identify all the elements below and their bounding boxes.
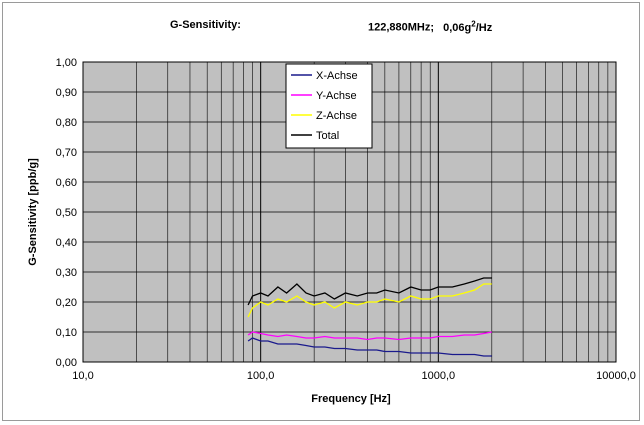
tick-labels: 0,00 0,10 0,20 0,30 0,40 0,50 0,60 0,70 0,80 0,90… (56, 57, 636, 382)
legend-label: Z-Achse (316, 110, 357, 122)
y-tick-label: 0,10 (56, 327, 77, 339)
y-axis-label: G-Sensitivity [ppb/g] (27, 158, 39, 266)
y-tick-label: 0,30 (56, 267, 77, 279)
y-tick-label: 0,20 (56, 297, 77, 309)
series-line-x-achse (247, 337, 492, 357)
x-tick-label: 1000,0 (422, 370, 456, 382)
y-tick-label: 0,50 (56, 207, 77, 219)
x-tick-label: 10,0 (72, 370, 93, 382)
y-tick-label: 0,90 (56, 87, 77, 99)
x-tick-label: 10000,0 (596, 370, 636, 382)
y-tick-label: 0,00 (56, 357, 77, 369)
x-tick-label: 100,0 (247, 370, 275, 382)
series-line-total (247, 277, 492, 306)
chart-title-label: G-Sensitivity: (170, 19, 241, 31)
title-frequency-text: 122,880MHz; (368, 21, 435, 34)
legend: X-Achse Y-Achse Z-Achse Total (285, 63, 373, 149)
chart-title-frequency: 122,880MHz; 0,06g2/Hz (368, 19, 492, 34)
legend-label: Total (316, 130, 339, 142)
y-tick-label: 1,00 (56, 57, 77, 69)
y-tick-label: 0,60 (56, 177, 77, 189)
legend-label: X-Achse (316, 70, 358, 82)
y-tick-label: 0,70 (56, 147, 77, 159)
legend-box (285, 63, 373, 149)
x-axis-label: Frequency [Hz] (311, 393, 391, 405)
plot-border (82, 61, 617, 363)
legend-label: Y-Achse (316, 90, 357, 102)
y-tick-label: 0,80 (56, 117, 77, 129)
y-tick-label: 0,40 (56, 237, 77, 249)
series-group (247, 277, 492, 357)
series-line-y-achse (247, 331, 492, 341)
series-line-z-achse (247, 283, 492, 318)
title-psd-text: 0,06g2/Hz (443, 19, 493, 34)
